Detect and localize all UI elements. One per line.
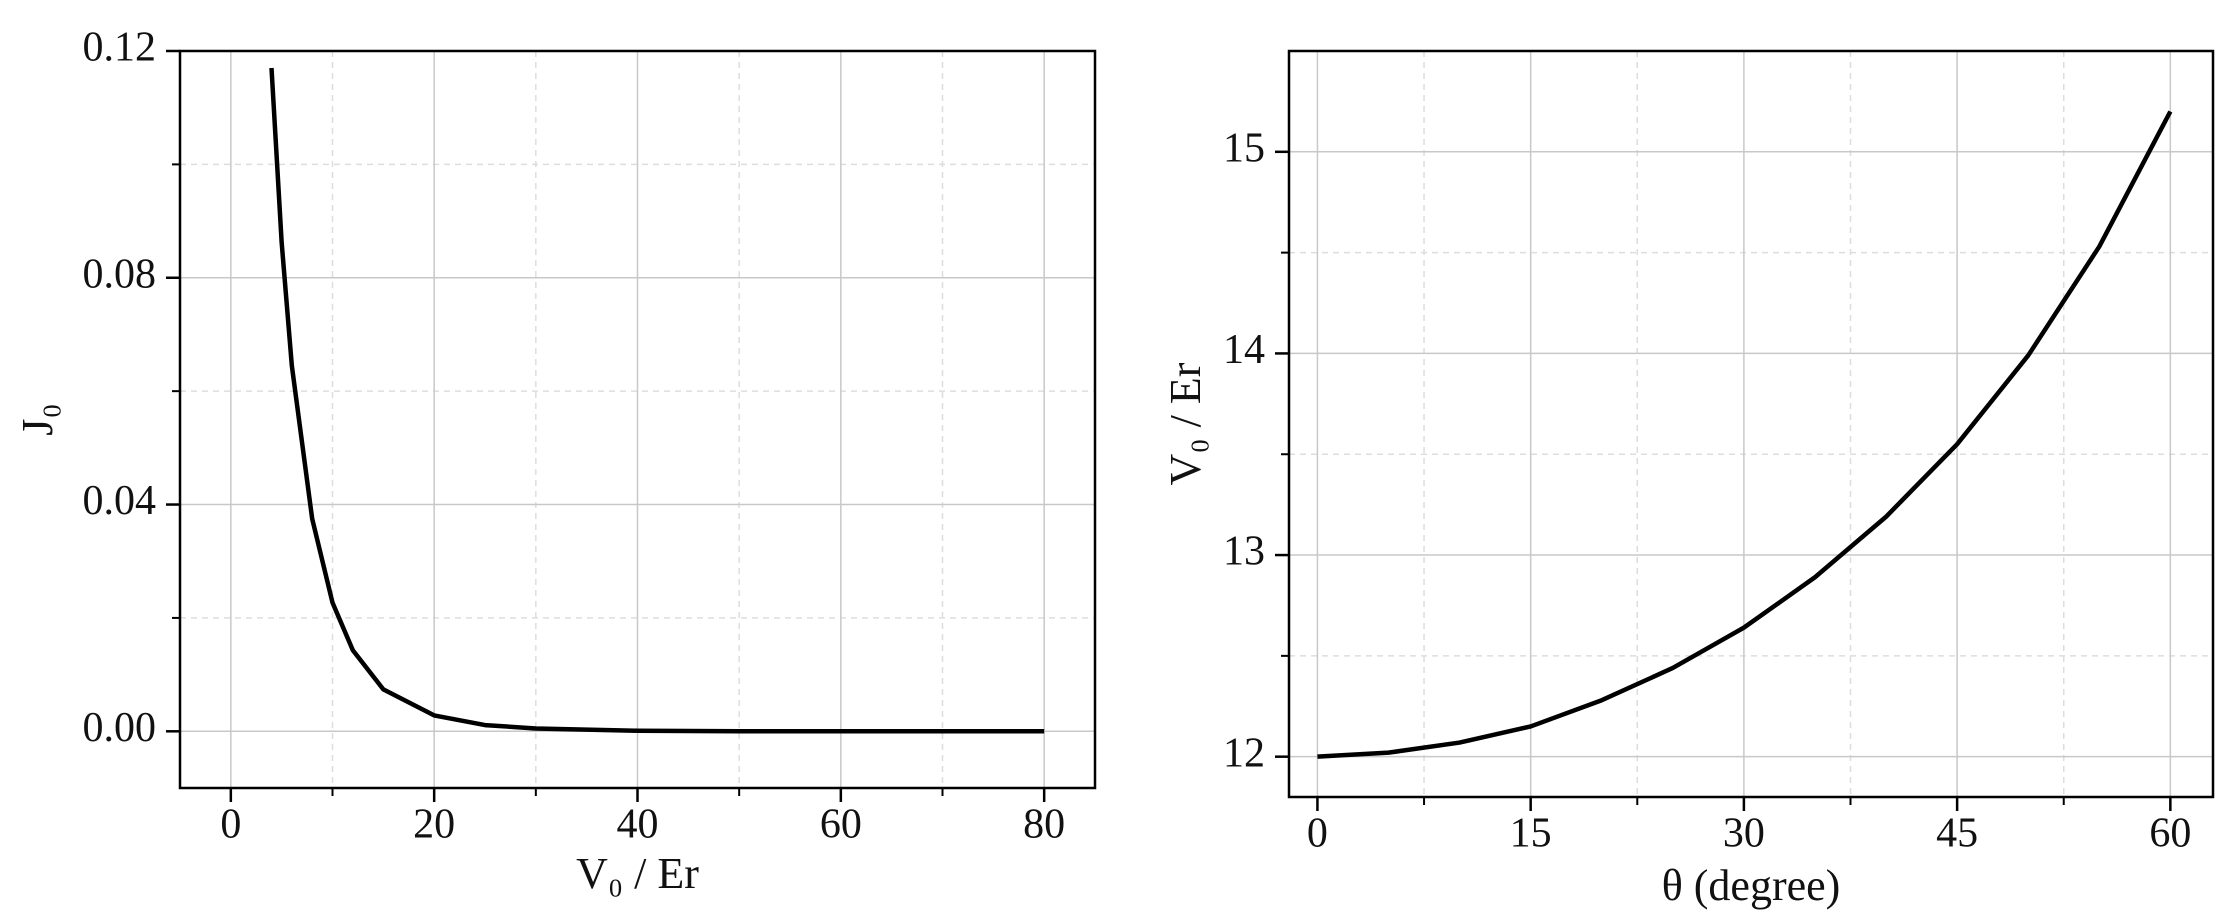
x-axis-label: θ (degree) — [1662, 861, 1841, 910]
x-tick-label: 60 — [820, 802, 862, 848]
plot-frame — [178, 49, 1097, 790]
y-tick-label: 14 — [1223, 327, 1265, 373]
y-tick-label: 0.00 — [83, 705, 157, 751]
x-axis-label: V₀ / Er — [576, 849, 699, 898]
data-line — [1317, 110, 2173, 759]
x-tick-label: 0 — [1307, 811, 1328, 857]
x-tick-label: 40 — [617, 802, 659, 848]
x-tick-label: 60 — [2149, 811, 2191, 857]
x-tick-label: 15 — [1510, 811, 1552, 857]
x-tick-label: 30 — [1723, 811, 1765, 857]
y-axis-label: J₀ — [13, 403, 62, 435]
y-tick-label: 12 — [1223, 730, 1265, 776]
x-tick-label: 20 — [413, 802, 455, 848]
x-tick-label: 80 — [1023, 802, 1065, 848]
y-tick-label: 0.08 — [83, 251, 157, 297]
x-tick-label: 45 — [1936, 811, 1978, 857]
y-tick-label: 0.12 — [83, 25, 157, 71]
x-tick-label: 0 — [220, 802, 241, 848]
y-tick-label: 0.04 — [83, 478, 157, 524]
y-axis-label: V₀ / Er — [1161, 362, 1210, 485]
y-tick-label: 15 — [1223, 125, 1265, 171]
plot-frame — [1287, 49, 2215, 799]
data-line — [269, 67, 1045, 734]
y-tick-label: 13 — [1223, 529, 1265, 575]
